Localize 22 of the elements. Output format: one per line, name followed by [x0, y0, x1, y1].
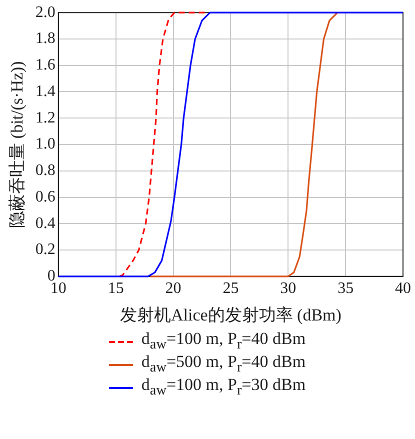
x-tick-label: 35 — [338, 280, 354, 298]
y-tick-label: 0.8 — [35, 162, 56, 180]
y-tick-label: 0.4 — [35, 214, 56, 232]
y-tick-label: 2.0 — [35, 4, 56, 21]
x-tick-label: 40 — [395, 280, 411, 298]
x-tick-label: 15 — [108, 280, 124, 298]
x-tick-label: 25 — [222, 280, 239, 298]
y-tick-label: 1.0 — [35, 136, 56, 153]
y-tick-label: 1.6 — [35, 56, 56, 74]
legend-label: d$_{aw}$=100 m, P$_{r}$=40 dBm — [141, 329, 306, 354]
y-tick-label: 1.4 — [35, 82, 56, 100]
legend-label: d$_{aw}$=100 m, P$_{r}$=30 dBm — [141, 375, 306, 400]
y-tick-label: 1.8 — [35, 30, 56, 48]
y-tick-label: 0.2 — [35, 241, 56, 258]
x-tick-label: 20 — [165, 280, 182, 298]
y-tick-label: 1.2 — [35, 109, 56, 126]
x-tick-label: 30 — [280, 280, 296, 298]
y-axis-title: 隐蔽吞吐量 (bit/(s·Hz)) — [8, 61, 27, 228]
x-tick-label: 10 — [50, 280, 66, 298]
y-tick-label: 0.6 — [35, 188, 56, 206]
legend-label: d$_{aw}$=500 m, P$_{r}$=40 dBm — [141, 352, 306, 377]
x-axis-title: 发射机Alice的发射功率 (dBm) — [120, 305, 342, 324]
